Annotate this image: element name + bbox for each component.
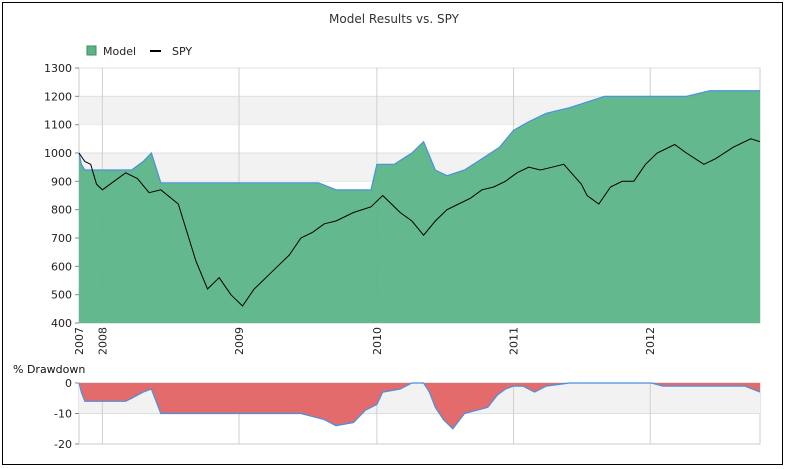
legend-label-model: Model	[103, 45, 136, 58]
legend-swatch-model	[86, 45, 97, 56]
main-x-tick-label: 2012	[644, 327, 657, 355]
legend-label-spy: SPY	[172, 45, 192, 58]
main-x-tick-label: 2008	[96, 327, 109, 355]
drawdown-y-tick-label: 0	[65, 377, 72, 390]
main-x-tick-label: 2009	[233, 327, 246, 355]
main-y-tick-label: 1100	[44, 119, 72, 132]
main-y-tick-label: 1000	[44, 147, 72, 160]
main-y-tick-label: 600	[51, 260, 72, 273]
main-y-tick-label: 500	[51, 289, 72, 302]
main-x-tick-label: 2011	[508, 327, 521, 355]
model-area	[79, 90, 760, 323]
drawdown-plot-series	[78, 382, 761, 430]
main-x-tick-label: 2007	[73, 327, 86, 355]
model-area-edge	[78, 90, 760, 191]
chart-title: Model Results vs. SPY	[329, 12, 460, 26]
drawdown-y-tick-label: -20	[54, 438, 72, 451]
drawdown-area	[79, 383, 760, 429]
main-y-tick-label: 1300	[44, 62, 72, 75]
main-y-axis-ticks: 400 500 600 700 800 900 1000 1100 1200 1300	[44, 62, 79, 330]
main-y-tick-label: 400	[51, 317, 72, 330]
drawdown-area-edge	[78, 382, 761, 430]
main-y-tick-label: 700	[51, 232, 72, 245]
main-x-tick-label: 2010	[371, 327, 384, 355]
drawdown-y-axis-ticks: 0 -10 -20	[54, 377, 79, 451]
legend[interactable]: Model SPY	[86, 45, 192, 58]
drawdown-y-tick-label: -10	[54, 408, 72, 421]
main-y-tick-label: 1200	[44, 90, 72, 103]
main-y-tick-label: 800	[51, 204, 72, 217]
drawdown-panel-label: % Drawdown	[13, 363, 85, 376]
main-x-axis-ticks: 2007 2008 2009 2010 2011 2012	[73, 327, 657, 355]
spy-line	[78, 138, 761, 307]
main-plot-series	[78, 90, 761, 323]
main-y-tick-label: 900	[51, 175, 72, 188]
